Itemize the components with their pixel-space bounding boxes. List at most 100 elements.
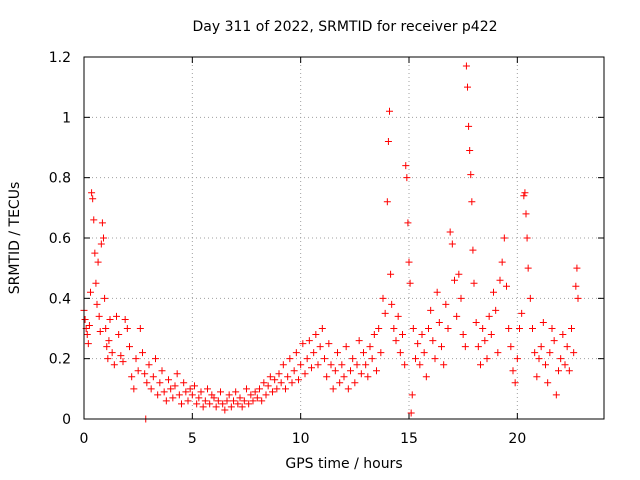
data-point xyxy=(327,361,335,369)
grid xyxy=(84,57,604,419)
y-tick-label: 0.4 xyxy=(49,291,71,307)
data-point xyxy=(462,62,470,70)
data-point xyxy=(101,294,109,302)
data-point xyxy=(362,361,370,369)
data-point xyxy=(355,337,363,345)
data-point xyxy=(466,147,474,155)
data-point xyxy=(448,240,456,248)
data-point xyxy=(572,282,580,290)
data-point xyxy=(392,337,400,345)
data-point xyxy=(477,361,484,369)
data-point xyxy=(206,400,214,408)
data-point xyxy=(126,343,133,351)
data-point xyxy=(115,331,123,339)
data-point xyxy=(173,370,181,378)
data-point xyxy=(498,258,506,266)
data-point xyxy=(338,361,346,369)
data-point xyxy=(297,361,305,369)
data-point xyxy=(401,361,409,369)
data-point xyxy=(81,315,89,323)
data-point xyxy=(98,219,106,227)
data-point xyxy=(364,373,372,381)
data-point xyxy=(100,234,107,242)
data-point xyxy=(469,246,477,254)
data-point xyxy=(468,198,476,206)
data-point xyxy=(169,394,177,402)
data-point xyxy=(353,361,361,369)
data-point xyxy=(121,315,129,323)
data-point xyxy=(288,379,296,387)
data-point xyxy=(165,376,172,384)
data-point xyxy=(149,373,157,381)
data-point xyxy=(85,321,93,329)
data-point xyxy=(390,325,398,332)
data-point xyxy=(347,367,354,375)
data-point xyxy=(487,331,495,339)
data-point xyxy=(188,391,196,399)
data-point xyxy=(552,391,560,399)
data-point xyxy=(223,397,231,405)
data-point xyxy=(143,379,151,387)
data-point xyxy=(84,340,92,348)
data-point xyxy=(186,385,194,393)
data-point xyxy=(167,385,175,393)
data-point xyxy=(516,325,523,332)
data-point xyxy=(123,325,131,332)
data-point xyxy=(490,288,497,296)
data-point xyxy=(360,349,367,357)
data-point xyxy=(310,349,318,357)
data-point xyxy=(518,309,526,317)
data-point xyxy=(103,343,111,351)
data-point xyxy=(154,391,162,399)
data-point xyxy=(565,367,573,375)
data-point xyxy=(108,349,116,357)
data-point xyxy=(83,331,91,339)
data-point xyxy=(342,343,350,351)
x-tick-label: 0 xyxy=(80,431,89,447)
data-point xyxy=(470,279,478,287)
data-point xyxy=(195,394,203,402)
data-point xyxy=(535,355,543,363)
data-point xyxy=(574,294,582,302)
data-point xyxy=(119,358,127,366)
data-point xyxy=(373,367,380,375)
data-point xyxy=(427,306,435,314)
data-point xyxy=(158,367,166,375)
data-point xyxy=(548,325,556,332)
data-point xyxy=(234,400,242,408)
data-point xyxy=(451,276,458,284)
data-point xyxy=(266,373,274,381)
data-point xyxy=(251,388,259,396)
data-point xyxy=(323,373,331,381)
data-point xyxy=(301,370,309,378)
data-point xyxy=(407,409,415,417)
data-point xyxy=(442,300,450,308)
data-point xyxy=(175,391,183,399)
data-point xyxy=(414,340,422,348)
data-point xyxy=(561,361,569,369)
data-point xyxy=(90,216,98,224)
data-point xyxy=(399,331,406,339)
data-point xyxy=(570,349,578,357)
data-point xyxy=(511,379,519,387)
data-point xyxy=(366,343,374,351)
data-point xyxy=(210,394,218,402)
data-point xyxy=(396,349,404,357)
data-point xyxy=(312,331,320,339)
data-point xyxy=(318,325,326,332)
data-point xyxy=(199,403,207,411)
data-point xyxy=(383,198,391,206)
data-point xyxy=(240,397,248,405)
data-point xyxy=(277,379,285,387)
data-point xyxy=(95,312,103,320)
data-point xyxy=(321,355,328,363)
data-point xyxy=(440,361,448,369)
data-point xyxy=(201,397,209,405)
data-point xyxy=(573,264,581,272)
data-point xyxy=(381,309,389,317)
data-point xyxy=(526,294,534,302)
data-point xyxy=(219,400,227,408)
data-point xyxy=(329,385,337,393)
data-point xyxy=(444,325,452,332)
